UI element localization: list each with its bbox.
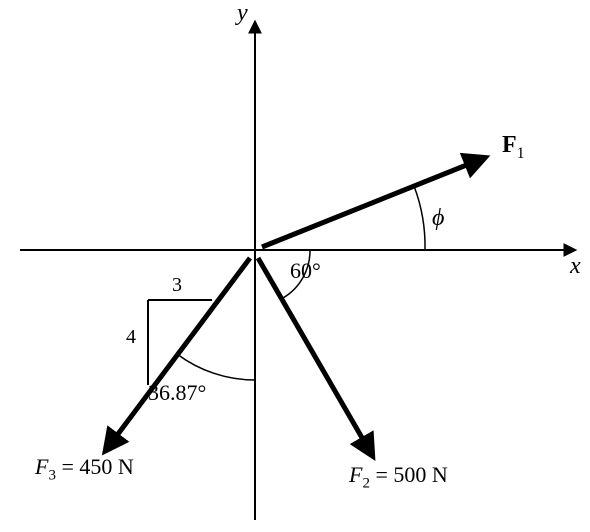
y-axis-label: y [237, 0, 248, 27]
f2-sub: 2 [362, 475, 370, 491]
f1-prefix: F [502, 132, 517, 158]
f2-angle-label: 60° [290, 258, 321, 284]
f1-label: F1 [502, 132, 525, 163]
force-diagram: y x F1 ϕ 60° F2 = 500 N 36.87° F3 = 450 … [0, 0, 590, 532]
f3-sub: 3 [48, 467, 56, 483]
slope-run-label: 3 [172, 274, 182, 297]
f2-label: F2 = 500 N [349, 462, 448, 492]
slope-rise-label: 4 [126, 326, 136, 349]
f3-angle-label: 36.87° [148, 380, 206, 406]
f2-suffix: = 500 N [370, 462, 448, 487]
f3-suffix: = 450 N [56, 454, 134, 479]
f1-sub: 1 [517, 145, 525, 162]
f2-prefix: F [349, 462, 362, 487]
phi-label: ϕ [432, 205, 444, 232]
vector-f1 [262, 158, 484, 247]
f3-label: F3 = 450 N [35, 454, 134, 484]
f3-prefix: F [35, 454, 48, 479]
phi-arc [414, 186, 425, 250]
vector-f2 [258, 258, 372, 455]
x-axis-label: x [570, 253, 581, 280]
f3-arc [177, 354, 255, 380]
